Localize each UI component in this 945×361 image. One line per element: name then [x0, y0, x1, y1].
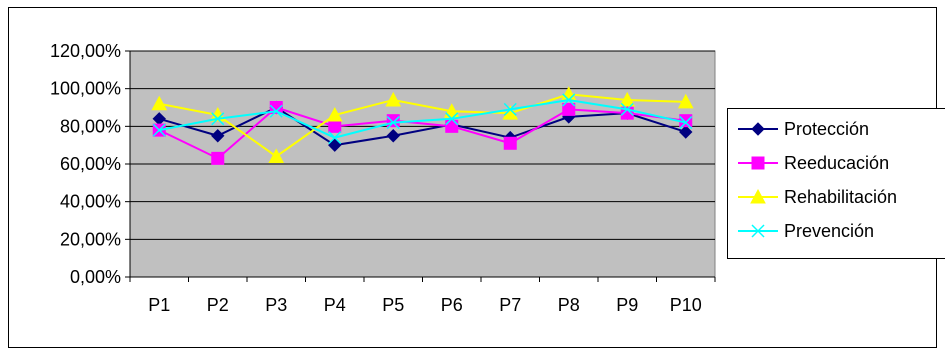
y-tick-label: 0,00%: [70, 267, 121, 287]
legend-label: Reeducación: [784, 153, 889, 173]
x-tick-label: P9: [616, 295, 638, 315]
data-point: [329, 120, 341, 132]
x-tick-label: P8: [558, 295, 580, 315]
x-tick-label: P7: [499, 295, 521, 315]
x-tick-label: P3: [265, 295, 287, 315]
legend-marker: [752, 157, 764, 169]
data-point: [387, 115, 399, 127]
y-tick-label: 60,00%: [60, 154, 121, 174]
legend-label: Prevención: [784, 221, 874, 241]
x-tick-label: P5: [382, 295, 404, 315]
x-tick-label: P1: [148, 295, 170, 315]
y-tick-label: 80,00%: [60, 116, 121, 136]
y-tick-label: 20,00%: [60, 229, 121, 249]
data-point: [504, 137, 516, 149]
y-tick-label: 40,00%: [60, 192, 121, 212]
x-tick-label: P4: [324, 295, 346, 315]
legend-label: Rehabilitación: [784, 187, 897, 207]
x-tick-label: P6: [441, 295, 463, 315]
y-tick-label: 120,00%: [50, 41, 121, 61]
data-point: [212, 152, 224, 164]
x-tick-label: P10: [670, 295, 702, 315]
x-tick-label: P2: [207, 295, 229, 315]
y-tick-label: 100,00%: [50, 79, 121, 99]
legend-label: Protección: [784, 119, 869, 139]
